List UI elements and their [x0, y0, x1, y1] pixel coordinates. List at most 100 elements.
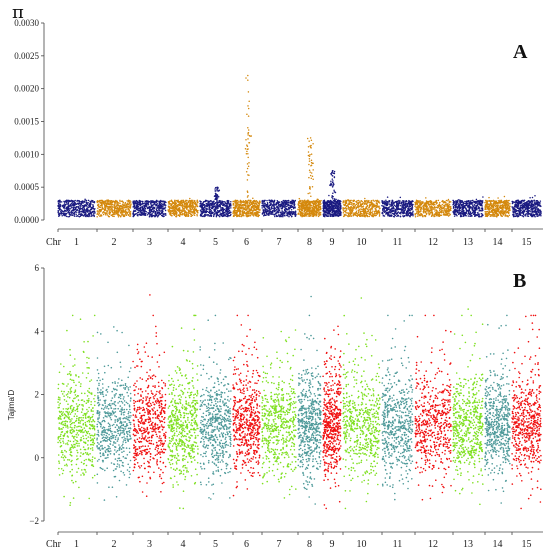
- data-point: [420, 206, 423, 209]
- data-point: [278, 201, 281, 203]
- data-point: [229, 203, 232, 206]
- data-point: [331, 213, 334, 216]
- data-point: [149, 209, 151, 212]
- data-point: [121, 206, 124, 208]
- data-point: [339, 206, 342, 208]
- data-point: [336, 210, 338, 212]
- data-point: [57, 209, 59, 212]
- data-point: [336, 208, 339, 211]
- data-point: [156, 203, 158, 205]
- data-point: [217, 201, 219, 204]
- data-point: [351, 209, 353, 211]
- data-point: [278, 208, 280, 211]
- data-point: [75, 205, 78, 208]
- data-point: [245, 201, 247, 204]
- data-point: [333, 208, 336, 210]
- data-point: [347, 199, 350, 202]
- data-point: [318, 209, 320, 212]
- data-point: [62, 210, 65, 213]
- data-point: [289, 205, 292, 208]
- data-point: [318, 214, 320, 217]
- data-point: [258, 206, 260, 208]
- data-point: [298, 206, 300, 209]
- data-point: [336, 207, 339, 209]
- data-point: [78, 213, 80, 215]
- data-point: [248, 199, 250, 202]
- data-point: [397, 203, 399, 206]
- data-point: [69, 214, 71, 216]
- data-point: [373, 200, 375, 202]
- peak-point: [332, 192, 334, 194]
- data-point: [213, 202, 216, 204]
- data-point: [322, 209, 325, 211]
- data-point: [412, 215, 414, 217]
- data-point: [412, 213, 414, 215]
- data-point: [115, 213, 118, 215]
- data-point: [133, 214, 136, 216]
- data-point: [215, 215, 218, 218]
- data-point: [204, 205, 207, 207]
- data-point: [186, 202, 189, 204]
- data-point: [333, 200, 336, 203]
- data-point: [305, 200, 308, 202]
- data-point: [228, 211, 231, 213]
- data-point: [196, 205, 198, 207]
- data-point: [394, 205, 397, 207]
- data-point: [412, 200, 414, 203]
- data-point: [265, 209, 267, 211]
- data-point: [256, 205, 259, 208]
- data-point: [69, 200, 71, 202]
- data-point: [278, 204, 281, 206]
- peak-point: [309, 174, 312, 177]
- data-point: [270, 206, 273, 208]
- data-point: [184, 205, 187, 208]
- data-point: [333, 210, 335, 212]
- data-point: [280, 200, 283, 203]
- data-point: [342, 201, 344, 204]
- peak-point: [246, 167, 249, 170]
- data-point: [239, 211, 241, 214]
- data-point: [367, 212, 369, 214]
- data-point: [343, 210, 345, 212]
- data-point: [381, 204, 383, 207]
- data-point: [67, 215, 69, 218]
- data-point: [210, 212, 213, 214]
- data-point: [358, 207, 360, 209]
- peak-point: [310, 161, 313, 164]
- data-point: [368, 211, 371, 214]
- data-point: [305, 210, 308, 213]
- data-point: [366, 201, 369, 204]
- data-point: [370, 214, 372, 216]
- data-point: [386, 209, 388, 212]
- data-point: [71, 211, 74, 214]
- peak-point: [247, 129, 250, 131]
- data-point: [115, 200, 117, 202]
- data-point: [96, 213, 98, 216]
- data-point: [347, 203, 350, 206]
- data-point: [384, 201, 387, 204]
- data-point: [79, 202, 81, 205]
- peak-point: [310, 153, 313, 155]
- data-point: [352, 212, 354, 214]
- data-point: [75, 213, 77, 215]
- data-point: [287, 206, 290, 209]
- data-point: [373, 212, 376, 214]
- data-point: [246, 205, 249, 208]
- peak-point: [310, 164, 313, 166]
- data-point: [258, 202, 261, 204]
- data-point: [396, 209, 399, 211]
- data-point: [106, 201, 108, 203]
- data-point: [221, 200, 223, 202]
- data-point: [136, 208, 139, 211]
- data-point: [355, 208, 357, 210]
- data-point: [174, 200, 176, 203]
- data-point: [98, 199, 101, 202]
- data-point: [181, 203, 184, 206]
- peak-point: [333, 172, 336, 175]
- data-point: [257, 215, 259, 218]
- data-point: [153, 214, 155, 217]
- data-point: [79, 215, 82, 217]
- data-point: [127, 207, 129, 209]
- data-point: [221, 208, 223, 211]
- data-point: [357, 211, 360, 214]
